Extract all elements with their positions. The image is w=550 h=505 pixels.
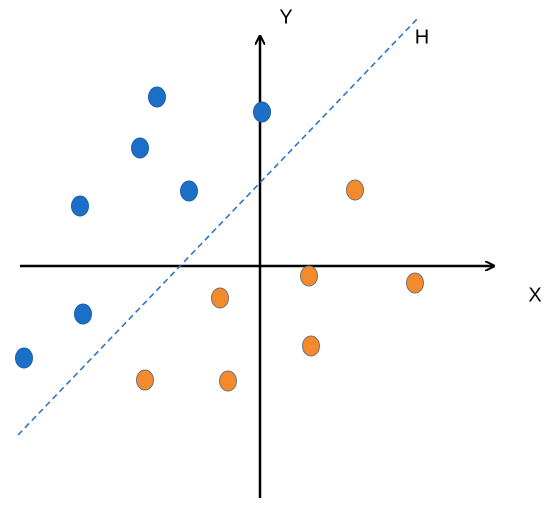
point: [15, 347, 33, 369]
point: [346, 179, 364, 201]
hyperplane: [17, 17, 419, 436]
point: [74, 303, 92, 325]
class-a-points: [15, 86, 271, 369]
point: [302, 335, 320, 357]
point: [211, 287, 229, 309]
point: [406, 272, 424, 294]
point: [71, 195, 89, 217]
class-b-points: [136, 179, 424, 392]
point: [253, 101, 271, 123]
x-label: X: [528, 284, 541, 306]
point: [300, 265, 318, 287]
point: [131, 137, 149, 159]
point: [180, 180, 198, 202]
point: [136, 369, 154, 391]
point: [219, 370, 237, 392]
y-label: Y: [279, 6, 292, 28]
point: [148, 86, 166, 108]
hyperplane-label: H: [415, 26, 429, 48]
